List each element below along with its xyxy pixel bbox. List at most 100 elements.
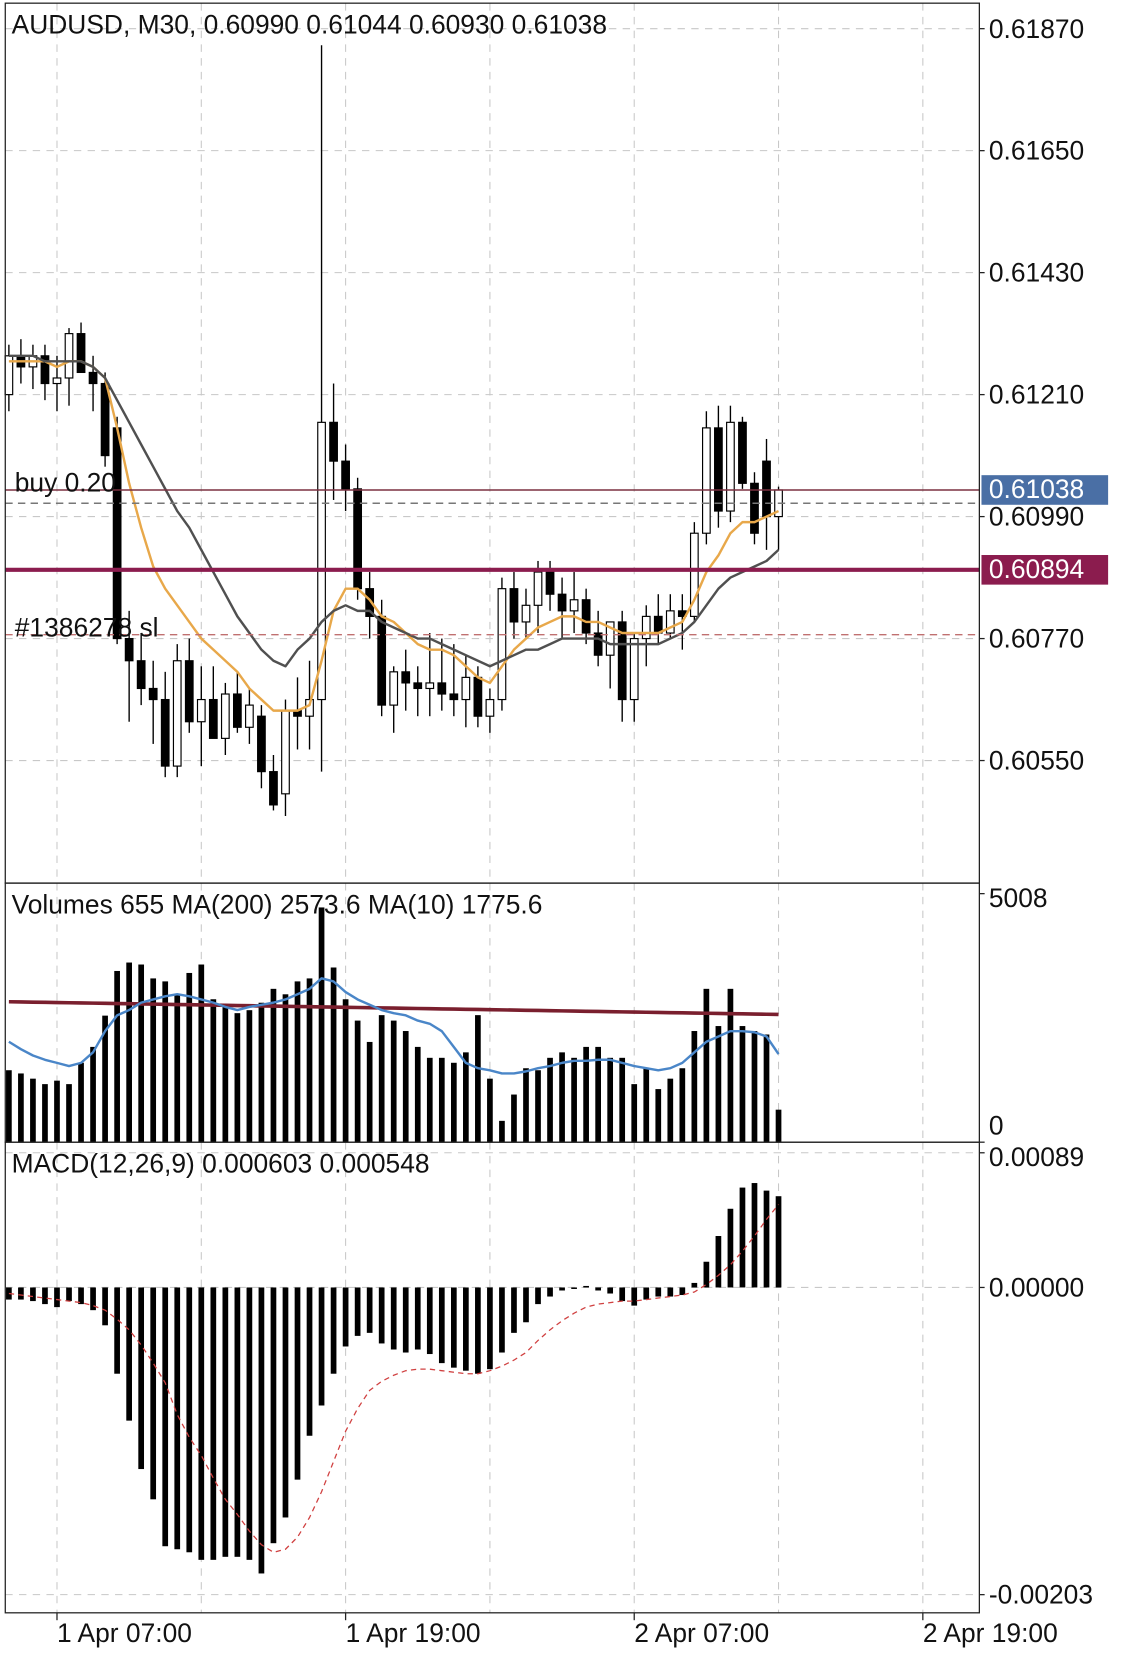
candle-body-down (269, 771, 278, 806)
candle-body-down (738, 421, 747, 484)
bar (246, 1010, 253, 1143)
bar (559, 1287, 565, 1291)
bar (402, 1031, 409, 1143)
bar (655, 1287, 662, 1297)
bar (535, 1287, 541, 1305)
price-tag-label: 0.60894 (989, 554, 1084, 584)
bar (667, 1078, 674, 1143)
bar (198, 964, 205, 1143)
bar (667, 1287, 674, 1297)
panel-title: MACD(12,26,9) 0.000603 0.000548 (12, 1148, 430, 1178)
y-tick-label: 0.61430 (989, 258, 1084, 288)
candle-body-up (64, 333, 74, 379)
bar (138, 1287, 145, 1470)
candle-body-down (148, 687, 158, 701)
y-tick-label: 5008 (989, 883, 1048, 913)
bar (571, 1057, 577, 1143)
candle-body-down (40, 355, 50, 385)
bar (18, 1287, 24, 1300)
bar (126, 1287, 132, 1421)
candle-body-down (124, 637, 134, 662)
price-tag (981, 475, 1109, 505)
candle-body-down (401, 671, 411, 684)
bar (66, 1084, 72, 1143)
bar (475, 1015, 481, 1143)
candle-body-up (196, 698, 206, 723)
bar (475, 1287, 481, 1374)
candle-body-up (629, 637, 639, 701)
candle-body-down (473, 676, 483, 717)
bar (438, 1287, 445, 1364)
bar (775, 1196, 782, 1288)
bar (703, 1261, 710, 1288)
bar (366, 1041, 373, 1143)
bar (174, 994, 181, 1143)
candle-body-up (665, 610, 675, 634)
bar (619, 1287, 626, 1302)
bar (643, 1068, 650, 1143)
candle-body-up (425, 682, 435, 690)
bar (631, 1084, 638, 1143)
bar (583, 1285, 589, 1288)
candle-body-down (76, 333, 86, 374)
candle-body-up (497, 588, 507, 701)
candle-body-down (100, 382, 110, 457)
level-label: #1386278 sl (15, 612, 159, 642)
bar (198, 1287, 205, 1560)
bar (523, 1068, 529, 1143)
bar (210, 1287, 217, 1560)
bar (222, 1287, 229, 1557)
bar (727, 1208, 734, 1288)
y-tick-label: 0.60770 (989, 624, 1084, 654)
y-tick-label: 0.00000 (989, 1273, 1084, 1303)
candle-body-down (545, 571, 555, 595)
y-tick-label: 0.60550 (989, 746, 1084, 776)
bar (114, 1287, 120, 1374)
bar (54, 1080, 60, 1143)
bar (739, 1026, 746, 1143)
bar (378, 1287, 385, 1344)
candle-body-down (750, 482, 759, 534)
bar (739, 1187, 746, 1288)
bar (751, 1031, 758, 1143)
bar (450, 1062, 457, 1143)
candle-body-up (701, 427, 711, 534)
bar (306, 978, 313, 1143)
bar (42, 1287, 48, 1305)
bar (306, 1287, 313, 1436)
bar (6, 1287, 12, 1300)
candle-body-down (112, 427, 122, 640)
candle-body-down (257, 715, 266, 773)
bar (607, 1287, 614, 1294)
bar (138, 964, 145, 1143)
candle-body-up (245, 704, 254, 728)
bar (270, 988, 277, 1143)
candle-body-up (485, 698, 495, 717)
bar (78, 1062, 84, 1143)
x-tick-label: 2 Apr 19:00 (923, 1618, 1058, 1648)
bar (679, 1287, 686, 1296)
indicator-line (8, 360, 780, 712)
candle-body-down (136, 660, 146, 690)
price-tag (981, 555, 1109, 585)
bar (222, 1006, 229, 1143)
bar (258, 1287, 265, 1574)
candle-body-down (449, 693, 459, 701)
bar (619, 1057, 626, 1143)
bar (294, 981, 301, 1143)
candle-body-down (365, 588, 375, 617)
candle-body-up (605, 621, 615, 656)
bar (150, 978, 157, 1143)
bar (511, 1287, 517, 1333)
bar (174, 1287, 181, 1550)
bar (102, 1287, 108, 1326)
bar (42, 1084, 48, 1143)
candle-body-down (232, 693, 242, 728)
bar (330, 967, 337, 1143)
bar (751, 1183, 758, 1288)
bar (499, 1287, 505, 1353)
bar (595, 1046, 601, 1143)
candle-body-down (88, 371, 98, 385)
bar (426, 1287, 433, 1355)
